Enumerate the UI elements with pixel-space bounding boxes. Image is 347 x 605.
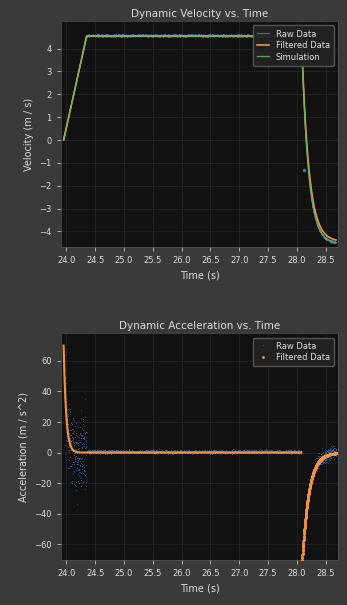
Y-axis label: Acceleration (m / s^2): Acceleration (m / s^2) bbox=[18, 391, 28, 502]
Filtered Data bbox=[309, 478, 313, 485]
Simulation bbox=[85, 33, 89, 40]
Filtered Data bbox=[326, 451, 330, 459]
Line: Filtered Data: Filtered Data bbox=[64, 36, 336, 240]
Simulation bbox=[93, 33, 97, 40]
Legend: Raw Data, Filtered Data: Raw Data, Filtered Data bbox=[253, 338, 334, 367]
Line: Filtered Data: Filtered Data bbox=[300, 452, 337, 572]
X-axis label: Time (s): Time (s) bbox=[180, 271, 219, 281]
Simulation bbox=[166, 33, 170, 40]
Line: Raw Data: Raw Data bbox=[64, 34, 336, 243]
Raw Data bbox=[208, 31, 212, 38]
Raw Data bbox=[329, 451, 333, 458]
Y-axis label: Velocity (m / s): Velocity (m / s) bbox=[24, 98, 34, 171]
Raw Data bbox=[93, 448, 97, 456]
Line: Raw Data: Raw Data bbox=[63, 321, 337, 573]
Raw Data bbox=[329, 238, 333, 245]
Simulation bbox=[109, 33, 113, 40]
Simulation bbox=[178, 33, 182, 40]
Legend: Raw Data, Filtered Data, Simulation: Raw Data, Filtered Data, Simulation bbox=[253, 25, 334, 66]
Simulation bbox=[61, 136, 66, 143]
Filtered Data bbox=[299, 566, 304, 574]
Line: Simulation: Simulation bbox=[64, 36, 336, 243]
Simulation bbox=[329, 238, 333, 245]
Raw Data bbox=[61, 377, 66, 384]
Raw Data bbox=[166, 33, 170, 40]
Raw Data bbox=[61, 136, 66, 143]
Filtered Data bbox=[93, 33, 97, 40]
Raw Data bbox=[109, 33, 113, 41]
Raw Data bbox=[166, 448, 170, 456]
Filtered Data bbox=[322, 453, 326, 460]
Title: Dynamic Acceleration vs. Time: Dynamic Acceleration vs. Time bbox=[119, 321, 280, 331]
Filtered Data bbox=[61, 136, 66, 143]
Filtered Data bbox=[299, 33, 304, 40]
Raw Data bbox=[299, 449, 304, 456]
Filtered Data bbox=[85, 33, 89, 40]
Raw Data bbox=[299, 32, 304, 39]
Filtered Data bbox=[178, 33, 182, 40]
Raw Data bbox=[109, 451, 113, 458]
Filtered Data bbox=[166, 33, 170, 40]
Simulation bbox=[334, 239, 338, 246]
Raw Data bbox=[178, 32, 182, 39]
Filtered Data bbox=[321, 454, 325, 461]
Filtered Data bbox=[109, 33, 113, 40]
Raw Data bbox=[93, 32, 97, 39]
Raw Data bbox=[62, 318, 66, 325]
Filtered Data bbox=[301, 545, 305, 552]
Raw Data bbox=[299, 569, 304, 576]
Filtered Data bbox=[329, 235, 333, 242]
Raw Data bbox=[334, 239, 338, 246]
X-axis label: Time (s): Time (s) bbox=[180, 583, 219, 594]
Raw Data bbox=[334, 453, 338, 460]
Filtered Data bbox=[304, 505, 308, 512]
Simulation bbox=[299, 33, 304, 40]
Filtered Data bbox=[334, 450, 338, 457]
Filtered Data bbox=[334, 237, 338, 244]
Raw Data bbox=[334, 240, 338, 247]
Raw Data bbox=[178, 450, 182, 457]
Title: Dynamic Velocity vs. Time: Dynamic Velocity vs. Time bbox=[131, 9, 268, 19]
